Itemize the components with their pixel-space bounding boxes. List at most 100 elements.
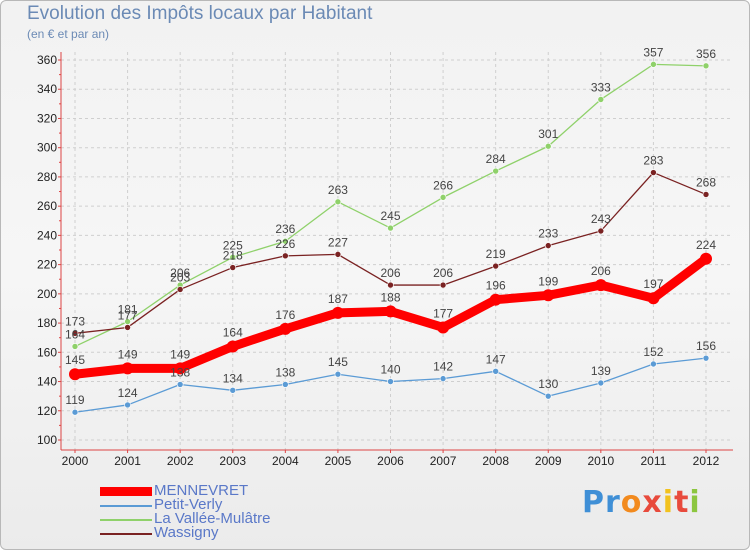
- axes: 100 120 140 160 180 200 220 240 260 280 300 320 340 3…: [37, 52, 733, 468]
- x-tick-label: 2005: [325, 454, 352, 468]
- data-label: 226: [275, 237, 295, 251]
- data-label: 218: [223, 249, 243, 263]
- data-label: 227: [328, 235, 348, 249]
- data-point: [544, 142, 552, 150]
- data-point: [174, 362, 187, 375]
- data-label: 177: [118, 308, 138, 322]
- legend-swatch: [100, 505, 152, 507]
- data-label: 145: [328, 355, 348, 369]
- y-tick-label: 360: [37, 53, 57, 67]
- legend-item: Petit-Verly: [100, 496, 340, 513]
- legend-item: Wassigny: [100, 524, 340, 541]
- data-point: [331, 306, 344, 319]
- data-label: 219: [486, 247, 506, 261]
- y-tick-label: 320: [37, 111, 57, 125]
- x-tick-label: 2003: [219, 454, 246, 468]
- y-tick-label: 200: [37, 287, 57, 301]
- x-tick-label: 2006: [377, 454, 404, 468]
- y-tick-label: 140: [37, 375, 57, 389]
- y-tick-label: 340: [37, 82, 57, 96]
- data-point: [437, 321, 450, 334]
- data-point: [334, 198, 342, 206]
- data-point: [597, 227, 605, 235]
- legend-item: La Vallée-Mulâtre: [100, 510, 340, 527]
- data-point: [594, 279, 607, 292]
- data-label: 196: [486, 279, 506, 293]
- data-point: [124, 401, 131, 409]
- data-label: 266: [433, 178, 453, 192]
- data-point: [69, 368, 81, 381]
- x-tick-label: 2012: [693, 454, 720, 468]
- data-label: 164: [223, 325, 243, 339]
- data-label: 130: [538, 377, 558, 391]
- y-tick-label: 300: [37, 141, 57, 155]
- data-point: [226, 340, 239, 353]
- x-tick-label: 2004: [272, 454, 299, 468]
- y-tick-label: 160: [37, 345, 57, 359]
- y-tick-label: 240: [37, 228, 57, 242]
- x-tick-label: 2002: [167, 454, 194, 468]
- legend-swatch: [100, 487, 152, 496]
- data-point: [387, 378, 394, 385]
- data-label: 199: [538, 274, 558, 288]
- data-label: 243: [591, 212, 611, 226]
- data-label: 187: [328, 292, 348, 306]
- data-point: [650, 360, 657, 368]
- legend-label: La Vallée-Mulâtre: [154, 510, 271, 527]
- data-point: [544, 392, 552, 400]
- data-label: 224: [696, 238, 716, 252]
- data-label: 301: [538, 127, 558, 141]
- data-label: 225: [223, 238, 243, 252]
- series-mennevret: [69, 252, 712, 381]
- data-point: [597, 96, 605, 103]
- data-label: 181: [118, 303, 138, 317]
- data-label: 138: [275, 365, 295, 379]
- data-point: [279, 322, 292, 335]
- data-label: 152: [643, 345, 663, 359]
- data-label: 156: [696, 339, 716, 353]
- x-tick-label: 2001: [114, 454, 141, 468]
- data-point: [492, 368, 499, 375]
- data-point: [702, 191, 710, 198]
- data-label: 233: [538, 227, 558, 241]
- data-label: 147: [486, 352, 506, 366]
- data-point: [650, 169, 657, 176]
- data-point: [71, 408, 79, 416]
- data-label: 356: [696, 47, 716, 61]
- data-point: [439, 375, 447, 382]
- data-point: [229, 387, 237, 394]
- data-point: [439, 194, 447, 201]
- data-label: 206: [170, 266, 190, 280]
- chart-subtitle: (en € et par an): [27, 27, 110, 41]
- data-labels: 119 124 138 134 138 145 140 142 147 130 139 152 156 1…: [65, 45, 716, 407]
- data-label: 124: [118, 386, 138, 400]
- data-label: 149: [118, 347, 138, 361]
- data-label: 203: [170, 270, 190, 284]
- data-point: [334, 251, 342, 258]
- y-tick-label: 220: [37, 258, 57, 272]
- y-tick-label: 180: [37, 316, 57, 330]
- data-point: [647, 292, 660, 305]
- proxiti-logo: Proxiti: [582, 485, 701, 520]
- series-la-vall-e-mul-tre: [71, 61, 710, 350]
- data-point: [229, 264, 237, 271]
- data-point: [439, 281, 447, 289]
- data-label: 176: [275, 308, 295, 322]
- x-tick-label: 2000: [62, 454, 89, 468]
- data-point: [492, 167, 499, 175]
- data-label: 140: [380, 363, 400, 377]
- data-label: 245: [380, 209, 400, 223]
- legend-label: MENNEVRET: [154, 482, 249, 499]
- data-label: 134: [223, 371, 243, 385]
- x-tick-label: 2009: [535, 454, 562, 468]
- data-label: 139: [591, 364, 611, 378]
- data-point: [176, 286, 184, 293]
- x-tick-label: 2007: [430, 454, 457, 468]
- data-label: 357: [643, 45, 663, 59]
- data-label: 149: [170, 347, 190, 361]
- y-tick-label: 260: [37, 199, 57, 213]
- data-label: 145: [65, 353, 85, 367]
- data-point: [334, 370, 342, 378]
- data-label: 188: [380, 290, 400, 304]
